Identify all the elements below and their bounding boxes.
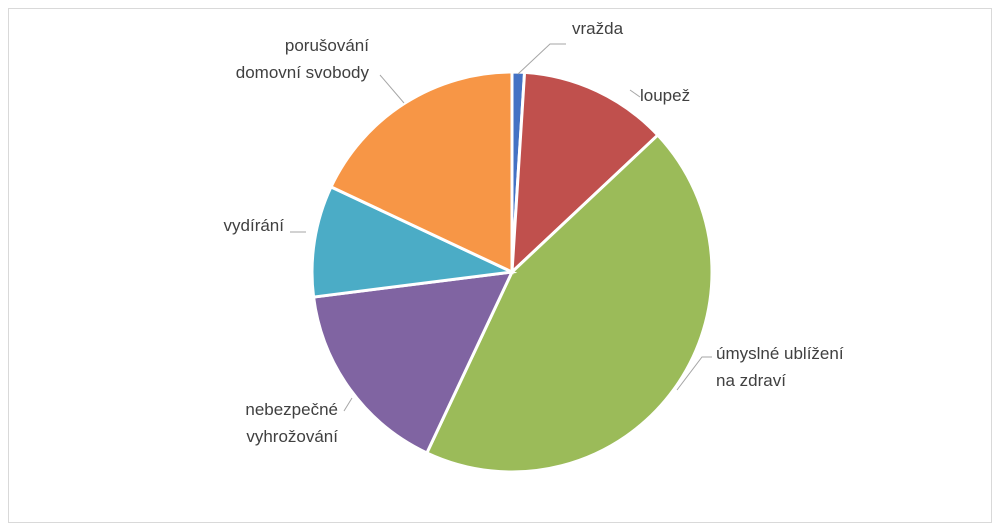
pie-slice xyxy=(424,132,714,474)
label-line: domovní svobody xyxy=(236,63,370,82)
label-line: vražda xyxy=(572,19,624,38)
leader-line xyxy=(343,397,353,412)
leader-line xyxy=(676,356,712,391)
label-line: na zdraví xyxy=(716,371,786,390)
label-line: vyhrožování xyxy=(246,427,338,446)
pie-slice xyxy=(310,184,518,299)
label-line: vydírání xyxy=(224,216,285,235)
slice-label: nebezpečné vyhrožování xyxy=(245,400,338,446)
slice-label: vražda xyxy=(572,19,624,38)
label-line: loupež xyxy=(640,86,690,105)
pie-slice xyxy=(510,70,660,276)
slice-label: úmyslné ublížení na zdraví xyxy=(716,344,844,390)
leader-line xyxy=(517,43,566,75)
pie-slice xyxy=(329,70,514,275)
label-line: úmyslné ublížení xyxy=(716,344,844,363)
leader-line xyxy=(379,74,405,104)
slice-label: porušování domovní svobody xyxy=(236,36,370,82)
label-line: porušování xyxy=(285,36,369,55)
slice-label: loupež xyxy=(640,86,690,105)
leader-line xyxy=(629,89,641,98)
pie-slice xyxy=(311,270,515,455)
label-line: nebezpečné xyxy=(245,400,338,419)
slice-label: vydírání xyxy=(224,216,285,235)
